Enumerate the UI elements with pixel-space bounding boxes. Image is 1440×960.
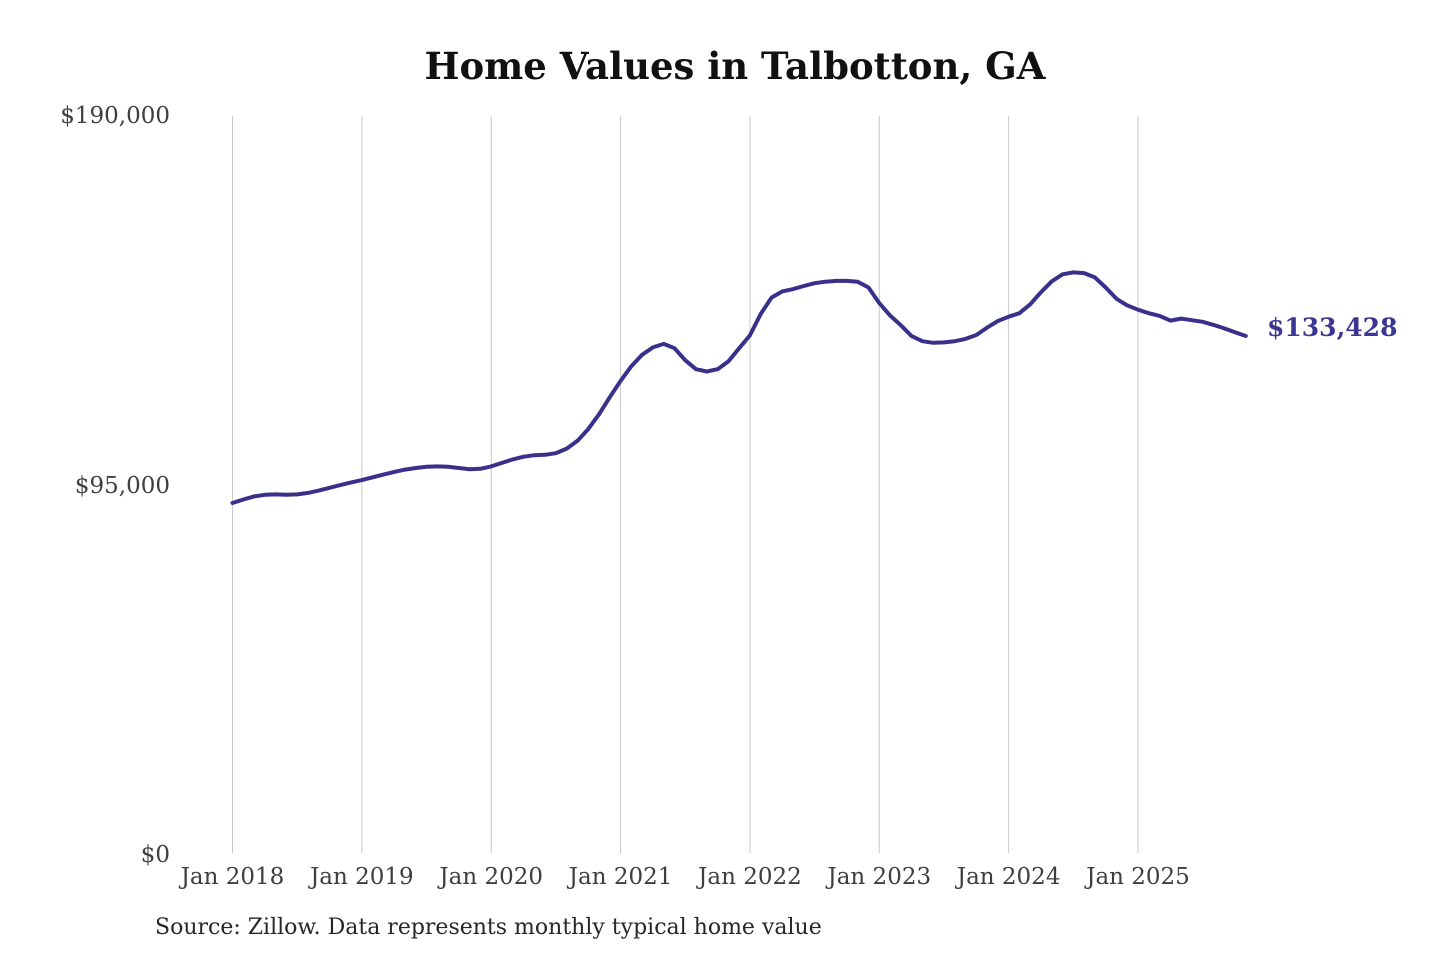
x-tick-label: Jan 2021 [568, 864, 673, 890]
x-tick-label: Jan 2024 [956, 864, 1061, 890]
y-tick-label: $95,000 [74, 472, 170, 499]
gridlines [232, 116, 1139, 853]
y-tick-label: $190,000 [60, 103, 170, 129]
x-tick-label: Jan 2023 [827, 864, 932, 890]
x-tick-label: Jan 2019 [310, 864, 414, 890]
x-tick-label: Jan 2022 [698, 864, 802, 890]
x-tick-label: Jan 2025 [1086, 864, 1190, 890]
y-tick-label: $0 [140, 842, 170, 868]
home-value-line [230, 270, 1248, 505]
chart-title: Home Values in Talbotton, GA [424, 44, 1046, 88]
x-tick-label: Jan 2020 [439, 864, 544, 890]
source-note: Source: Zillow. Data represents monthly … [155, 915, 822, 940]
latest-value-label: $133,428 [1267, 313, 1398, 342]
x-tick-label: Jan 2018 [180, 864, 285, 890]
